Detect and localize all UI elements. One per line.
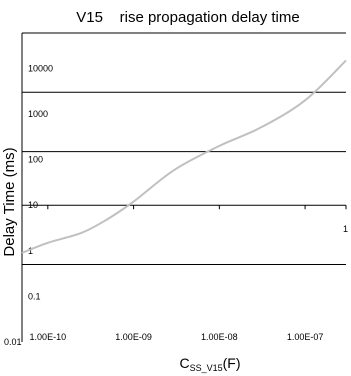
extra-label: 1 xyxy=(343,224,348,234)
y-tick-label: 0.1 xyxy=(28,291,41,301)
y-tick-label: 0.01 xyxy=(4,337,22,347)
series-layer xyxy=(21,59,347,254)
plot-frame xyxy=(21,32,346,342)
x-axis-tick-labels: 1.00E-10 1.00E-09 1.00E-08 1.00E-07 xyxy=(30,332,324,342)
extra-labels: 1 xyxy=(343,224,348,234)
x-axis-label-subscript: SS_V15 xyxy=(190,363,223,373)
x-axis-label-main: C xyxy=(179,355,189,371)
gridlines xyxy=(22,91,346,266)
y-axis-label: Delay Time (ms) xyxy=(1,147,18,256)
x-axis-label: CSS_V15(F) xyxy=(179,355,240,373)
y-tick-label: 1000 xyxy=(28,109,48,119)
y-tick-label: 10 xyxy=(28,200,38,210)
x-axis-label-unit: (F) xyxy=(223,355,241,371)
x-tick-label: 1.00E-07 xyxy=(287,332,324,342)
series-line xyxy=(21,59,347,254)
x-tick-label: 1.00E-10 xyxy=(30,332,67,342)
chart-title: V15 rise propagation delay time xyxy=(76,9,299,26)
y-tick-label: 1 xyxy=(28,246,33,256)
x-tick-label: 1.00E-09 xyxy=(115,332,152,342)
x-axis-ticks xyxy=(47,205,347,210)
y-tick-label: 100 xyxy=(28,155,43,165)
y-tick-label: 10000 xyxy=(28,63,53,73)
x-tick-label: 1.00E-08 xyxy=(201,332,238,342)
y-axis-tick-labels: 10000 1000 100 10 1 0.1 0.01 xyxy=(4,63,53,347)
